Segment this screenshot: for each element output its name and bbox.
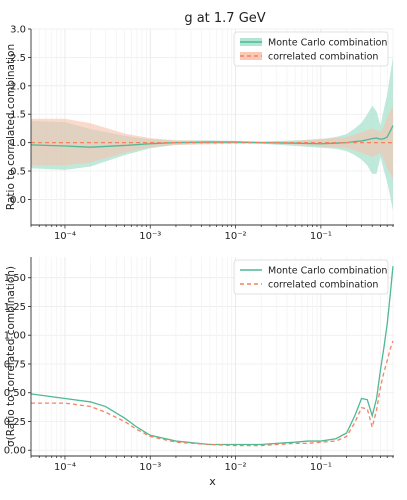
x-tick-label: 10⁻³: [139, 231, 161, 242]
y-tick-label: 1.50: [4, 273, 26, 284]
y-tick-label: 0.25: [4, 417, 26, 428]
y-tick-label: 0.50: [4, 388, 26, 399]
sigma-panel: 0.00 0.25 0.50 0.75 1.00 1.25 1.50 10⁻⁴ 10⁻³ 10⁻²…: [4, 257, 394, 488]
x-tick-label: 10⁻⁴: [54, 462, 76, 473]
legend-box: [233, 259, 389, 295]
x-tick-label: 10⁻²: [225, 231, 247, 242]
x-tick-label: 10⁻⁴: [54, 231, 76, 242]
x-tick-label: 10⁻²: [225, 462, 247, 473]
x-tick-label: 10⁻³: [139, 462, 161, 473]
legend-entry: Monte Carlo combination: [268, 266, 387, 277]
y-tick-label: 1.00: [4, 331, 26, 342]
y-tick-label: 1.5: [10, 110, 26, 121]
y-tick-label: 0.75: [4, 359, 26, 370]
y-tick-label: 2.5: [10, 53, 26, 64]
ratio-panel: 0.0 0.5 1.0 1.5 2.0 2.5 3.0 10⁻⁴ 10⁻³ 10⁻² 10⁻¹ Rat…: [5, 25, 394, 242]
y-tick-label: 2.0: [10, 81, 26, 92]
y-tick-label: 1.0: [10, 138, 26, 149]
y-tick-label: 0.00: [4, 446, 26, 457]
legend-entry: Monte Carlo combination: [268, 38, 387, 49]
series-1-line: [31, 340, 394, 447]
y-axis-label: σ(Ratio to correlated combination): [5, 266, 17, 447]
y-tick-label: 1.25: [4, 302, 26, 313]
x-axis-label: x: [209, 475, 216, 488]
y-tick-label: 3.0: [10, 25, 26, 36]
legend-entry: correlated combination: [268, 52, 378, 63]
series-0-line: [30, 266, 394, 446]
x-tick-label: 10⁻¹: [310, 231, 332, 242]
legend-entry: correlated combination: [268, 280, 378, 291]
y-tick-label: 0.5: [10, 167, 26, 178]
legend-box: [233, 31, 389, 67]
y-axis-label: Ratio to correlated combination: [5, 44, 17, 210]
y-tick-label: 0.0: [10, 195, 26, 206]
x-tick-label: 10⁻¹: [310, 462, 332, 473]
chart-title: g at 1.7 GeV: [184, 11, 265, 26]
